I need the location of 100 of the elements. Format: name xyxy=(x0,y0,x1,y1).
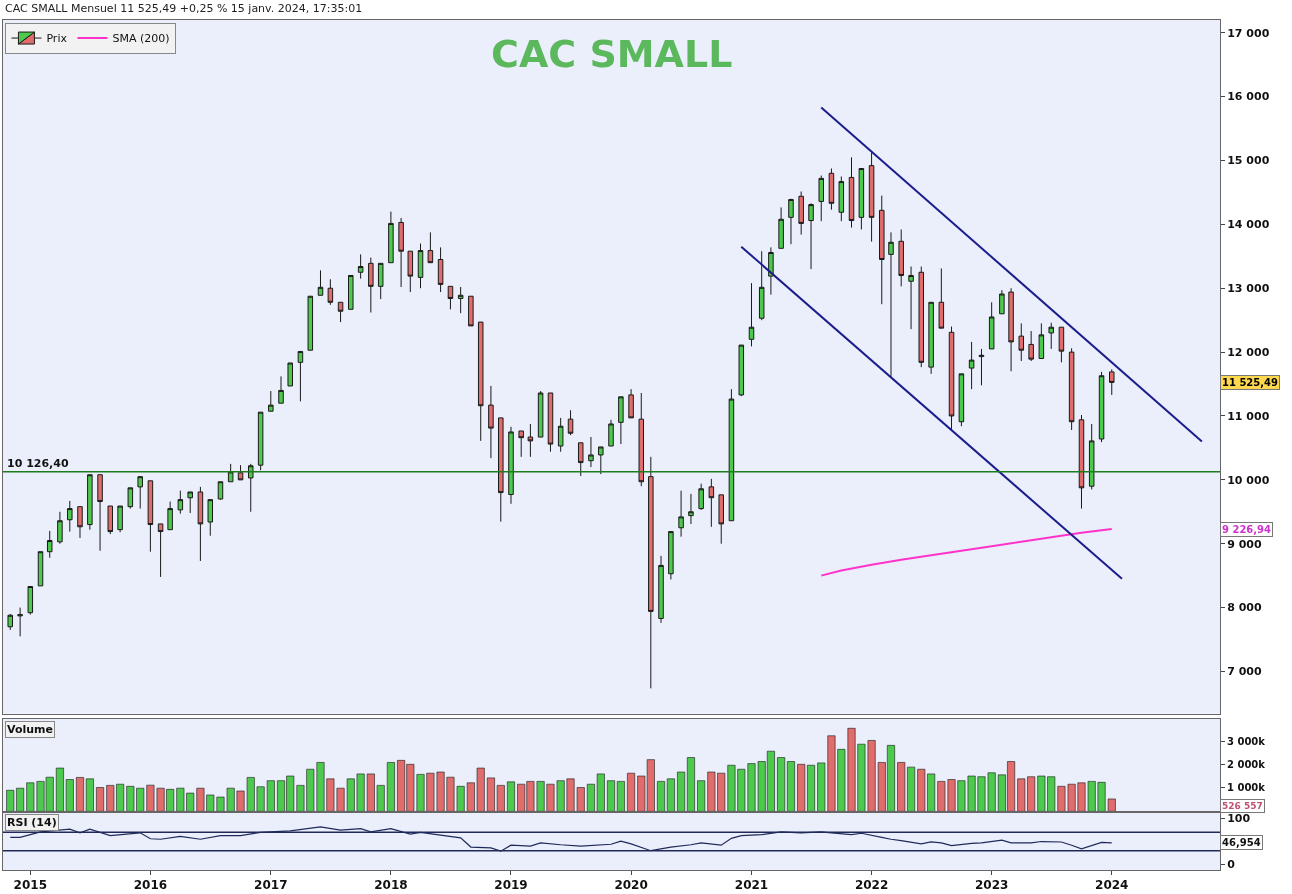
candlestick xyxy=(908,266,914,330)
candlestick xyxy=(988,301,995,350)
candlestick xyxy=(788,198,794,245)
candlestick xyxy=(958,373,965,427)
candlestick xyxy=(618,396,624,445)
candlestick xyxy=(348,274,354,310)
candlestick xyxy=(498,417,504,523)
candlestick xyxy=(598,446,604,475)
candlestick xyxy=(167,501,173,531)
bar xyxy=(686,757,695,812)
candlestick xyxy=(567,409,574,436)
candlestick xyxy=(978,348,985,386)
candlestick xyxy=(1109,368,1115,396)
candlestick xyxy=(317,269,324,296)
y-tick-label: 1 000k xyxy=(1227,782,1266,794)
candlestick xyxy=(257,411,264,471)
candlestick xyxy=(67,500,73,533)
bar xyxy=(677,771,686,812)
candlestick xyxy=(187,491,193,514)
y-tick-label: 7 000 xyxy=(1227,665,1262,679)
candlestick xyxy=(638,392,645,487)
candlestick xyxy=(177,490,184,515)
y-tick-label: 3 000k xyxy=(1227,735,1266,747)
bar xyxy=(627,772,636,812)
candlestick xyxy=(207,499,214,537)
candlestick xyxy=(648,456,654,689)
x-tick-label: 2022 xyxy=(854,878,889,893)
candlestick xyxy=(127,487,134,510)
candlestick xyxy=(898,228,904,287)
candlestick xyxy=(879,195,885,305)
candlestick xyxy=(918,266,925,368)
candlestick xyxy=(197,486,204,562)
candlestick xyxy=(858,167,865,230)
bar xyxy=(616,781,625,812)
candlestick xyxy=(938,267,945,329)
candlestick xyxy=(828,167,835,211)
x-tick-label: 2017 xyxy=(254,878,288,893)
text: 11 525,49 xyxy=(1222,377,1279,388)
candlestick xyxy=(357,253,364,280)
candlestick xyxy=(818,175,824,222)
x-tick-label: 2015 xyxy=(13,878,48,893)
bar xyxy=(657,781,665,812)
candlestick xyxy=(999,289,1005,315)
candlestick xyxy=(77,506,83,539)
candlestick xyxy=(948,326,955,432)
candlestick xyxy=(398,217,404,288)
candlestick xyxy=(268,390,274,412)
candlestick xyxy=(738,344,745,397)
candlestick xyxy=(588,436,594,468)
chart-title: CAC SMALL xyxy=(491,32,733,76)
candlestick xyxy=(547,392,554,453)
candlestick xyxy=(888,231,894,378)
candlestick xyxy=(688,493,694,525)
y-tick-label: 10 000 xyxy=(1227,473,1270,487)
candlestick xyxy=(337,301,344,323)
text: 46,954 xyxy=(1222,837,1261,848)
candlestick xyxy=(1078,414,1085,510)
candlestick xyxy=(107,505,114,535)
candlestick xyxy=(728,388,735,522)
candlestick xyxy=(57,511,63,545)
legend-label: Prix xyxy=(46,32,68,46)
candlestick xyxy=(668,531,674,580)
legend-label: SMA (200) xyxy=(112,32,170,46)
candlestick xyxy=(778,206,784,249)
bar xyxy=(507,781,515,812)
y-tick-label: 15 000 xyxy=(1227,154,1270,168)
y-tick-label: 14 000 xyxy=(1227,218,1270,232)
candlestick xyxy=(227,463,234,483)
candlestick xyxy=(427,231,434,264)
ref-line-label: 10 126,40 xyxy=(7,457,69,470)
candlestick xyxy=(658,555,664,624)
y-tick-label: 17 000 xyxy=(1227,26,1270,40)
candlestick xyxy=(237,464,244,481)
candlestick xyxy=(708,478,715,528)
candlestick xyxy=(247,463,254,513)
candlestick xyxy=(1038,322,1045,359)
candlestick xyxy=(527,423,534,458)
candlestick xyxy=(117,505,123,533)
candlestick xyxy=(137,476,143,510)
candlestick xyxy=(157,523,164,578)
x-tick-label: 2024 xyxy=(1095,878,1129,893)
candlestick xyxy=(1048,322,1054,350)
y-tick-label: 0 xyxy=(1227,858,1236,872)
y-tick-label: 13 000 xyxy=(1227,282,1270,296)
candlestick xyxy=(388,211,394,264)
candlestick xyxy=(46,530,53,559)
candlestick xyxy=(577,442,584,477)
candlestick xyxy=(7,613,13,631)
candlestick xyxy=(698,483,704,511)
candlestick xyxy=(417,243,424,289)
candlestick xyxy=(27,586,34,616)
candlestick xyxy=(217,481,224,501)
candlestick xyxy=(798,190,804,236)
candlestick xyxy=(1058,326,1065,363)
bar xyxy=(666,778,675,812)
text: 9 226,94 xyxy=(1222,524,1272,535)
bar xyxy=(96,787,105,812)
candlestick xyxy=(477,321,484,442)
candlestick xyxy=(488,385,494,459)
candlestick xyxy=(518,430,524,458)
